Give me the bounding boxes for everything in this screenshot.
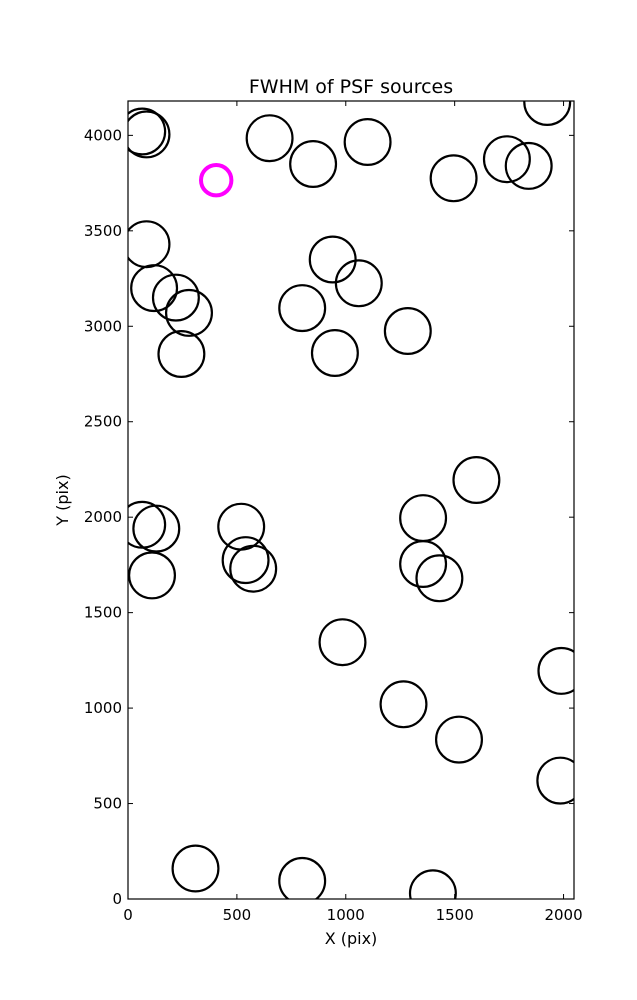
psf-source-circle: [171, 844, 220, 893]
marker-layer: [128, 101, 574, 899]
psf-source-circle: [318, 618, 367, 667]
x-tick-label: 1500: [436, 906, 474, 924]
psf-source-circle: [343, 117, 392, 166]
psf-source-circle: [229, 544, 278, 593]
psf-source-circle: [165, 288, 214, 337]
chart-title: FWHM of PSF sources: [249, 76, 453, 98]
psf-source-circle: [504, 141, 553, 190]
psf-source-circle: [379, 680, 428, 729]
x-tick-label: 500: [223, 906, 252, 924]
y-tick-label: 0: [112, 890, 122, 908]
psf-source-circle: [130, 264, 179, 313]
y-tick-label: 2500: [84, 413, 122, 431]
psf-source-circle: [537, 646, 574, 695]
y-tick-label: 1000: [84, 699, 122, 717]
psf-source-circle: [278, 856, 327, 899]
psf-source-circle: [523, 101, 572, 126]
y-tick-label: 4000: [84, 126, 122, 144]
psf-source-circle: [383, 307, 432, 356]
psf-source-circle: [132, 504, 181, 553]
psf-source-circle: [217, 502, 266, 551]
psf-source-circle: [128, 500, 167, 549]
psf-source-circle: [482, 135, 531, 184]
psf-source-circle: [289, 140, 338, 189]
y-tick-label: 3500: [84, 222, 122, 240]
psf-source-circle: [128, 107, 167, 156]
psf-source-circle: [399, 539, 448, 588]
plot-frame: [127, 100, 575, 900]
psf-source-circle: [221, 536, 270, 585]
y-axis-label: Y (pix): [53, 474, 72, 526]
y-tick-label: 3000: [84, 317, 122, 335]
psf-source-circle: [334, 259, 383, 308]
psf-source-circle: [429, 154, 478, 203]
psf-source-circle: [435, 715, 484, 764]
x-tick-label: 2000: [544, 906, 582, 924]
psf-source-circle: [399, 494, 448, 543]
psf-source-circle: [128, 110, 171, 159]
psf-source-circle: [310, 329, 359, 378]
psf-source-circle: [408, 869, 457, 899]
psf-source-circle: [452, 456, 501, 505]
x-axis-ticks: 0 500 1000 1500 2000: [123, 101, 583, 924]
psf-source-circle: [128, 551, 177, 600]
psf-source-circle: [308, 235, 357, 284]
psf-source-circle: [245, 114, 294, 163]
y-tick-label: 1500: [84, 604, 122, 622]
psf-source-circle: [415, 554, 464, 603]
x-axis-label: X (pix): [325, 929, 378, 948]
psf-source-circle: [128, 220, 171, 269]
highlighted-source-circle: [199, 163, 234, 198]
y-axis-ticks: 0 500 1000 1500 2000 2500 3000 3500 4000: [84, 126, 574, 908]
psf-source-circle: [151, 273, 200, 322]
y-tick-label: 2000: [84, 508, 122, 526]
psf-source-circle: [536, 756, 574, 805]
x-tick-label: 0: [123, 906, 133, 924]
y-tick-label: 500: [93, 795, 122, 813]
psf-source-circle: [278, 284, 327, 333]
x-tick-label: 1000: [327, 906, 365, 924]
psf-source-circle: [157, 330, 206, 379]
